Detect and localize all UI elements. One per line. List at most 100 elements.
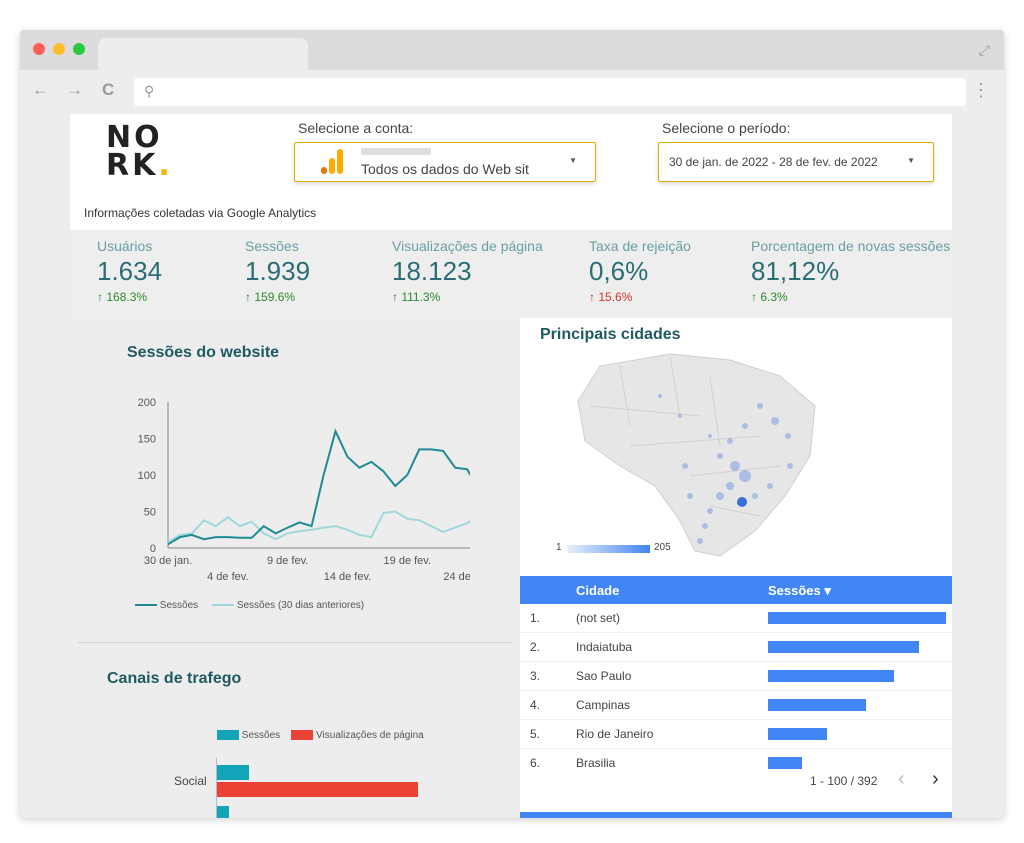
legend-label-sessions: Sessões xyxy=(159,600,199,611)
logo-dot: . xyxy=(158,148,173,183)
dashboard-page: NO RK. Selecione a conta: Todos os dados… xyxy=(70,114,952,818)
kpi-delta: ↑ 15.6% xyxy=(589,290,633,304)
minimize-window-dot[interactable] xyxy=(53,43,65,55)
kpi-strip: Usuários 1.634 ↑ 168.3% Sessões 1.939 ↑ … xyxy=(70,230,952,318)
close-window-dot[interactable] xyxy=(33,43,45,55)
kpi-delta: ↑ 6.3% xyxy=(751,290,788,304)
col-sessions[interactable]: Sessões ▾ xyxy=(768,583,831,598)
x-tick-label: 24 de fev. xyxy=(443,571,470,583)
legend-label-previous: Sessões (30 dias anteriores) xyxy=(236,600,365,611)
table-row: 3. Sao Paulo xyxy=(520,662,952,691)
x-tick-label: 9 de fev. xyxy=(267,555,308,567)
legend-label-pageviews: Visualizações de página xyxy=(316,730,424,741)
search-icon: ⚲ xyxy=(144,83,155,99)
series-line-previous xyxy=(167,510,470,544)
sessions-legend: Sessões Sessões (30 dias anteriores) xyxy=(135,600,364,611)
logo-line-1: NO xyxy=(106,120,163,155)
sessions-line-chart: 200 150 100 50 030 de jan. 9 de fev. 19 de fev… xyxy=(138,397,470,583)
account-name-redacted xyxy=(361,148,431,155)
series-line-sessions xyxy=(167,428,470,546)
nork-logo: NO RK. xyxy=(106,120,173,181)
traffic-axis xyxy=(216,758,217,818)
chevron-down-icon: ▼ xyxy=(907,156,915,165)
map-legend-gradient xyxy=(568,545,650,553)
bar-sessions-next xyxy=(217,806,229,818)
sessions-bar xyxy=(768,641,919,653)
table-row: 1. (not set) xyxy=(520,604,952,633)
sessions-bar xyxy=(768,612,946,624)
browser-menu-icon[interactable]: ⋮ xyxy=(972,80,990,100)
kpi-value: 18.123 xyxy=(392,256,472,286)
map-legend-max: 205 xyxy=(654,542,671,553)
legend-label-sessions: Sessões xyxy=(241,730,281,741)
period-select[interactable]: 30 de jan. de 2022 - 28 de fev. de 2022 … xyxy=(658,142,934,182)
x-tick-label: 14 de fev. xyxy=(324,571,372,583)
account-select[interactable]: Todos os dados do Web sit ▼ xyxy=(294,142,596,182)
sessions-bar xyxy=(768,757,802,769)
arrow-up-icon: ↑ xyxy=(245,290,251,304)
left-panel: Sessões do website 200 150 100 50 0 30 de jan… xyxy=(70,318,520,818)
cities-title: Principais cidades xyxy=(540,326,681,343)
pagination-text: 1 - 100 / 392 xyxy=(810,774,878,788)
brazil-map[interactable] xyxy=(560,346,830,566)
y-tick-label: 100 xyxy=(138,470,156,482)
expand-icon[interactable]: ⤢ xyxy=(978,42,990,58)
maximize-window-dot[interactable] xyxy=(73,43,85,55)
kpi-delta: ↑ 159.6% xyxy=(245,290,296,304)
traffic-chart-title: Canais de trafego xyxy=(107,670,242,687)
arrow-up-icon: ↑ xyxy=(751,290,757,304)
back-icon[interactable]: ← xyxy=(32,80,49,99)
right-panel: Principais cidades 1 205 Cida xyxy=(520,318,952,818)
logo-line-2: RK. xyxy=(106,151,173,181)
kpi-new-sessions: Porcentagem de novas sessões 81,12% ↑ 6.… xyxy=(751,238,950,304)
kpi-title: Taxa de rejeição xyxy=(589,238,691,254)
sessions-bar xyxy=(768,670,894,682)
reload-icon[interactable]: C xyxy=(102,80,115,99)
info-text: Informações coletadas via Google Analyti… xyxy=(84,206,317,220)
arrow-up-icon: ↑ xyxy=(589,290,595,304)
table-row: 2. Indaiatuba xyxy=(520,633,952,662)
kpi-title: Porcentagem de novas sessões xyxy=(751,238,951,254)
kpi-delta: ↑ 168.3% xyxy=(97,290,148,304)
account-value: Todos os dados do Web sit xyxy=(361,161,529,177)
kpi-users: Usuários 1.634 ↑ 168.3% xyxy=(97,238,162,304)
map-legend-min: 1 xyxy=(556,542,562,553)
logo-text: RK xyxy=(106,148,159,183)
sessions-bar xyxy=(768,728,827,740)
forward-icon[interactable]: → xyxy=(66,80,83,99)
sort-icon[interactable]: ▾ xyxy=(824,583,831,598)
legend-swatch-sessions xyxy=(217,730,239,741)
sessions-chart-title: Sessões do website xyxy=(127,344,280,361)
table-row: 5. Rio de Janeiro xyxy=(520,720,952,749)
x-tick-label: 4 de fev. xyxy=(207,571,248,583)
nav-bar: ← → C ⚲ ⋮ xyxy=(20,70,1004,114)
col-city[interactable]: Cidade xyxy=(576,583,620,598)
arrow-up-icon: ↑ xyxy=(97,290,103,304)
kpi-value: 1.634 xyxy=(97,256,163,286)
legend-swatch-sessions xyxy=(135,604,157,607)
y-tick-label: 50 xyxy=(144,507,156,519)
browser-window: ⤢ ← → C ⚲ ⋮ NO RK. Selecione a conta: To… xyxy=(20,30,1004,818)
next-page-icon[interactable]: › xyxy=(932,768,939,790)
prev-page-icon[interactable]: ‹ xyxy=(898,768,905,790)
address-bar[interactable]: ⚲ xyxy=(134,78,966,106)
kpi-bounce-rate: Taxa de rejeição 0,6% ↑ 15.6% xyxy=(589,238,691,304)
table-row: 6. Brasilia xyxy=(520,749,952,777)
kpi-delta: ↑ 111.3% xyxy=(392,290,441,304)
legend-swatch-pageviews xyxy=(291,730,314,741)
y-tick-label: 150 xyxy=(138,434,156,446)
kpi-title: Usuários xyxy=(97,238,153,254)
panel-divider xyxy=(78,642,512,643)
kpi-value: 81,12% xyxy=(751,256,840,286)
bar-sessions-social xyxy=(217,765,249,780)
kpi-sessions: Sessões 1.939 ↑ 159.6% xyxy=(245,238,310,304)
arrow-up-icon: ↑ xyxy=(392,290,398,304)
x-tick-label: 30 de jan. xyxy=(144,555,192,567)
kpi-value: 1.939 xyxy=(245,256,311,286)
table-row: 4. Campinas xyxy=(520,691,952,720)
kpi-pageviews: Visualizações de página 18.123 ↑ 111.3% xyxy=(392,238,543,304)
account-label: Selecione a conta: xyxy=(298,120,414,136)
browser-tab[interactable] xyxy=(98,38,308,70)
bar-pageviews-social xyxy=(217,782,418,797)
x-tick-label: 19 de fev. xyxy=(384,555,432,567)
